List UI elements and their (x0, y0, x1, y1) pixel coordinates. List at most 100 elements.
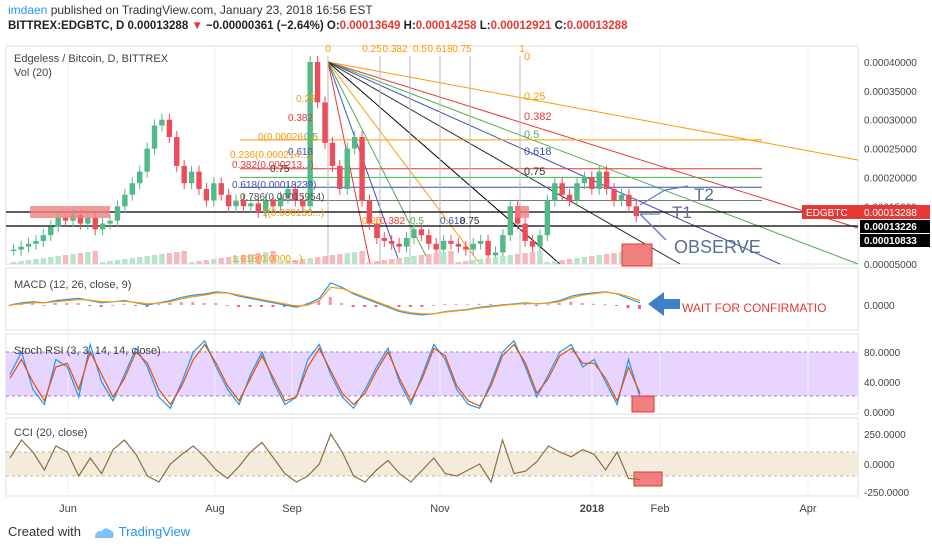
candle-body (55, 217, 61, 227)
candle-body (25, 243, 32, 247)
high-value: 0.00014258 (415, 20, 477, 32)
volume-bar (329, 255, 336, 264)
candle-body (426, 235, 432, 244)
stoch-target-box (631, 395, 655, 413)
volume-bar (270, 251, 276, 264)
left-arrow-icon (648, 292, 680, 316)
price-axis-tick: 0.00020000 (864, 173, 917, 184)
candle-body (48, 226, 54, 236)
volume-bar (181, 251, 187, 264)
fib-bottom-label: 0.618 (440, 216, 465, 227)
candle-body (188, 171, 195, 184)
macd-histogram-bar (202, 303, 206, 305)
cci-line (9, 432, 641, 484)
fib-bottom-label: 0.75 (460, 216, 480, 227)
macd-histogram-bar (65, 303, 69, 305)
fib-fan-line (327, 61, 481, 265)
author-link[interactable]: imdaen (8, 3, 48, 17)
candle-body (144, 148, 150, 172)
candle-body (537, 235, 543, 247)
candle-body (62, 217, 69, 221)
volume-bar (218, 258, 224, 264)
fib-fan-line (327, 61, 859, 265)
candle-body (359, 137, 365, 201)
volume-bar (574, 258, 580, 264)
candle-body (11, 249, 17, 252)
macd-histogram-bar (351, 305, 355, 307)
candle-body (374, 223, 380, 239)
candle-body (351, 137, 358, 149)
candle-body (137, 171, 143, 184)
x-tick-label: Jun (59, 503, 77, 515)
candle-body (485, 240, 491, 256)
candle-body (203, 188, 210, 201)
macd-histogram-bar (8, 305, 11, 306)
stoch-d-line (9, 343, 641, 407)
price-title: Edgeless / Bitcoin, D, BITTREX (14, 53, 169, 65)
candle-body (248, 203, 254, 207)
x-tick-label: 2018 (580, 503, 604, 515)
volume-bar (18, 261, 24, 264)
candle-body (596, 171, 602, 189)
candle-body (552, 183, 558, 201)
open-label: O: (326, 20, 340, 32)
fib-left-label: 1.618(0.0000...) (232, 254, 303, 265)
volume-bar (33, 259, 39, 264)
volume-bar (537, 251, 543, 264)
macd-histogram-bar (477, 303, 481, 305)
t1-label: T1 (672, 203, 692, 222)
fib-left-label: 0.382 (288, 113, 313, 124)
target-box (621, 243, 653, 267)
candle-body (396, 243, 402, 247)
candle-body (107, 220, 113, 224)
candle-body (307, 62, 313, 207)
volume-bar (418, 255, 425, 264)
volume-bar (403, 257, 410, 264)
tradingview-brand-link[interactable]: TradingView (118, 524, 191, 539)
volume-bar (166, 253, 173, 264)
macd-histogram-bar (374, 305, 378, 307)
fib-fan-line (327, 61, 859, 161)
macd-histogram-bar (420, 305, 424, 307)
fib-left-label: 0.382(0.000213...) (232, 160, 314, 171)
candle-body (99, 223, 106, 230)
volume-bar (225, 257, 232, 264)
macd-histogram-bar (53, 303, 57, 305)
macd-histogram-bar (76, 303, 80, 305)
candle-body (463, 246, 469, 250)
volume-bar (529, 252, 536, 264)
candle-body (159, 119, 165, 126)
macd-histogram-bar (134, 305, 137, 306)
high-label: H: (403, 20, 416, 32)
volume-bar (492, 257, 499, 264)
level-1-label: 0.00013226 (864, 222, 917, 233)
volume-bar (448, 251, 454, 264)
volume-bar (40, 258, 47, 264)
fib-fan-line (327, 61, 681, 265)
candle-body (18, 246, 24, 250)
created-with-text: Created with (8, 524, 81, 539)
volume-bar (381, 260, 387, 264)
candle-body (263, 200, 269, 213)
volume-bar (285, 261, 291, 264)
target-t2-arrow (639, 185, 689, 206)
candle-body (411, 229, 417, 239)
fib-bottom-label: 0.25 (362, 216, 382, 227)
volume-bar (396, 258, 402, 264)
fib-top-label: 0.75 (452, 44, 472, 55)
candle-body (507, 206, 513, 236)
fib-left-label: 0.75 (270, 164, 290, 175)
macd-histogram-bar (546, 304, 550, 306)
price-axis-tick: 0.00040000 (864, 58, 917, 69)
candle-body (314, 62, 321, 103)
macd-histogram-bar (237, 305, 241, 307)
x-tick-label: Feb (651, 503, 670, 515)
volume-bar (485, 258, 491, 264)
macd-histogram-bar (225, 305, 229, 306)
candle-body (196, 171, 202, 189)
macd-histogram-bar (179, 302, 183, 305)
candle-body (166, 119, 173, 138)
macd-histogram-bar (523, 303, 527, 305)
volume-bar (137, 257, 143, 264)
